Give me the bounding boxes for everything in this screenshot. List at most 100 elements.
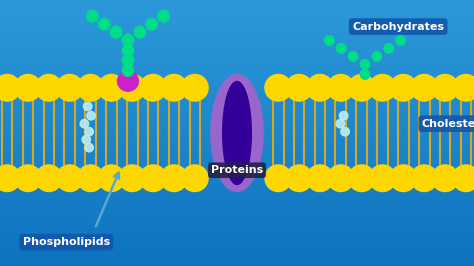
Ellipse shape <box>432 165 458 192</box>
Bar <box>0 204 474 205</box>
Bar <box>0 166 474 167</box>
Bar <box>0 46 474 47</box>
Bar <box>0 115 474 117</box>
Ellipse shape <box>82 135 91 144</box>
Bar <box>0 218 474 219</box>
Ellipse shape <box>325 36 334 45</box>
Bar <box>0 139 474 140</box>
Bar <box>0 98 474 99</box>
Bar <box>0 250 474 251</box>
Bar <box>0 235 474 236</box>
Bar <box>0 53 474 54</box>
Ellipse shape <box>432 74 458 101</box>
Bar <box>0 0 474 1</box>
Bar <box>0 147 474 148</box>
Bar <box>0 78 474 79</box>
Bar <box>0 48 474 49</box>
Bar <box>0 94 474 95</box>
Bar <box>0 15 474 16</box>
Bar <box>0 185 474 186</box>
Bar <box>0 5 474 6</box>
Bar <box>0 101 474 102</box>
Bar <box>0 74 474 75</box>
Ellipse shape <box>77 74 104 101</box>
Bar <box>0 262 474 263</box>
Ellipse shape <box>161 165 187 192</box>
Bar <box>0 51 474 52</box>
Ellipse shape <box>110 26 122 38</box>
Ellipse shape <box>286 74 312 101</box>
Bar <box>0 206 474 207</box>
Bar <box>0 223 474 225</box>
Bar <box>0 13 474 14</box>
Bar <box>0 191 474 192</box>
Ellipse shape <box>341 127 349 136</box>
Bar <box>0 55 474 56</box>
Bar <box>0 128 474 129</box>
Bar <box>0 190 474 191</box>
Bar <box>0 108 474 109</box>
Bar <box>0 85 474 86</box>
Bar <box>0 167 474 168</box>
Bar <box>0 227 474 228</box>
Bar <box>0 120 474 122</box>
Bar <box>0 182 474 183</box>
Ellipse shape <box>161 74 187 101</box>
Bar <box>0 157 474 158</box>
Ellipse shape <box>328 165 354 192</box>
Ellipse shape <box>369 165 396 192</box>
Bar <box>0 117 474 118</box>
Bar <box>0 165 474 166</box>
Bar <box>0 68 474 69</box>
Bar <box>0 264 474 265</box>
Bar <box>0 10 474 11</box>
Bar <box>0 11 474 13</box>
Bar <box>0 203 474 204</box>
Bar <box>0 66 474 68</box>
Bar <box>0 6 474 7</box>
Bar <box>0 54 474 55</box>
Bar <box>0 92 474 93</box>
Bar <box>0 221 474 222</box>
Bar <box>0 93 474 94</box>
Bar <box>0 123 474 124</box>
Ellipse shape <box>390 165 417 192</box>
Bar <box>0 64 474 65</box>
Ellipse shape <box>77 165 104 192</box>
Bar <box>0 208 474 209</box>
Bar <box>0 174 474 176</box>
Bar <box>0 155 474 156</box>
Bar <box>0 4 474 5</box>
Ellipse shape <box>453 74 474 101</box>
Bar <box>0 130 474 131</box>
Bar <box>0 243 474 244</box>
Bar <box>0 14 474 15</box>
Bar <box>0 75 474 76</box>
Bar <box>0 154 474 155</box>
Bar <box>0 176 474 177</box>
Bar <box>0 71 474 72</box>
Bar <box>0 228 474 230</box>
Bar <box>0 138 474 139</box>
Ellipse shape <box>348 74 375 101</box>
Bar <box>0 195 474 196</box>
Bar <box>0 103 474 104</box>
Ellipse shape <box>336 119 345 128</box>
Bar <box>0 144 474 146</box>
Bar <box>0 141 474 142</box>
Bar <box>0 20 474 21</box>
Ellipse shape <box>56 74 83 101</box>
Ellipse shape <box>87 10 98 22</box>
Bar <box>0 124 474 125</box>
Bar <box>0 236 474 237</box>
Bar <box>0 211 474 212</box>
Bar <box>0 86 474 87</box>
Bar <box>0 220 474 221</box>
Bar <box>0 163 474 164</box>
Bar <box>0 178 474 179</box>
Bar <box>0 80 474 81</box>
Bar <box>0 240 474 241</box>
Bar <box>0 132 474 133</box>
Bar <box>0 23 474 24</box>
Ellipse shape <box>0 74 20 101</box>
